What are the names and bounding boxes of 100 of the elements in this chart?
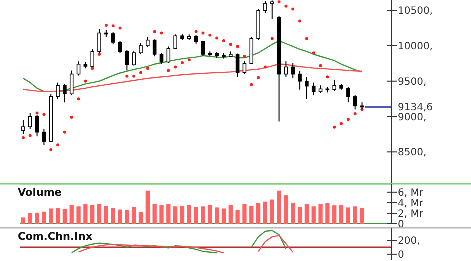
point bbox=[132, 74, 136, 78]
point bbox=[36, 112, 39, 115]
bar bbox=[160, 205, 164, 224]
point bbox=[222, 40, 226, 43]
candlestick bbox=[201, 40, 206, 56]
point bbox=[208, 34, 212, 37]
candlestick bbox=[56, 82, 60, 100]
y-tick-label: 2, Mr bbox=[398, 208, 424, 220]
bar bbox=[284, 196, 288, 224]
y-tick-label: 0 bbox=[398, 250, 404, 261]
y-tick-label: 0 bbox=[398, 220, 404, 230]
bar bbox=[304, 204, 310, 224]
candlestick bbox=[312, 82, 316, 96]
candlestick bbox=[22, 120, 26, 135]
candlestick bbox=[70, 70, 74, 96]
y-tick-label: 200, bbox=[398, 236, 420, 248]
point bbox=[28, 134, 32, 138]
candlestick bbox=[242, 61, 247, 75]
bar bbox=[201, 206, 206, 224]
bar bbox=[125, 210, 130, 224]
bar bbox=[222, 208, 226, 224]
point bbox=[174, 66, 178, 69]
candlestick bbox=[132, 50, 136, 66]
ref-line-label: 9134,6 bbox=[398, 102, 433, 114]
bar bbox=[250, 206, 254, 224]
point bbox=[77, 98, 80, 101]
candlestick bbox=[291, 62, 296, 80]
bar bbox=[346, 208, 351, 224]
bar bbox=[277, 190, 282, 224]
bar bbox=[111, 208, 116, 224]
candlestick bbox=[42, 129, 46, 146]
bar bbox=[28, 213, 32, 224]
candlestick bbox=[76, 61, 81, 76]
bar bbox=[270, 200, 274, 224]
candlestick bbox=[236, 53, 240, 78]
point bbox=[312, 52, 316, 55]
point bbox=[202, 32, 205, 35]
point bbox=[243, 55, 246, 58]
point bbox=[50, 148, 53, 152]
point bbox=[305, 37, 308, 40]
bar bbox=[166, 204, 171, 224]
y-tick-label: 6, Mr bbox=[398, 188, 424, 199]
bar bbox=[49, 208, 54, 224]
bar bbox=[76, 206, 81, 224]
point bbox=[298, 20, 302, 23]
bar bbox=[353, 206, 358, 224]
point bbox=[216, 36, 219, 40]
point bbox=[22, 136, 25, 140]
bar bbox=[194, 207, 198, 224]
bar bbox=[90, 205, 95, 224]
candlestick bbox=[174, 34, 178, 50]
point bbox=[70, 116, 74, 119]
point bbox=[278, 0, 281, 4]
candlestick bbox=[346, 86, 350, 104]
candlestick bbox=[353, 95, 358, 110]
point bbox=[319, 64, 322, 68]
y-tick-label: 9000, bbox=[398, 112, 427, 124]
bar bbox=[104, 206, 109, 224]
candlestick bbox=[146, 37, 150, 48]
point bbox=[98, 52, 102, 56]
bar bbox=[118, 210, 122, 224]
candlestick bbox=[28, 112, 32, 130]
y-tick-label: 8500, bbox=[398, 148, 427, 159]
point bbox=[167, 69, 170, 72]
bar bbox=[84, 204, 88, 224]
point bbox=[270, 37, 274, 40]
point bbox=[340, 122, 344, 126]
point bbox=[140, 71, 143, 74]
bar bbox=[326, 203, 330, 224]
point bbox=[84, 80, 88, 83]
bar bbox=[291, 202, 296, 224]
bar bbox=[242, 204, 247, 224]
bar bbox=[332, 206, 337, 224]
point bbox=[229, 43, 232, 46]
point bbox=[194, 30, 198, 34]
point bbox=[56, 144, 60, 147]
bar bbox=[62, 209, 68, 224]
bar bbox=[97, 204, 102, 224]
bar bbox=[312, 206, 316, 224]
bar bbox=[138, 212, 144, 224]
point bbox=[292, 8, 295, 11]
bar bbox=[228, 205, 233, 224]
point bbox=[91, 67, 94, 70]
point bbox=[160, 32, 164, 35]
point bbox=[250, 83, 254, 86]
bar bbox=[70, 205, 74, 224]
candlestick bbox=[284, 61, 288, 78]
bar bbox=[180, 206, 185, 224]
bar bbox=[208, 205, 212, 224]
point bbox=[104, 24, 108, 27]
bar bbox=[187, 205, 192, 224]
point bbox=[264, 66, 267, 69]
bar bbox=[298, 207, 302, 224]
candlestick bbox=[166, 46, 171, 64]
point bbox=[326, 76, 330, 79]
candlestick bbox=[63, 84, 67, 104]
point bbox=[42, 113, 46, 116]
candlestick bbox=[298, 70, 302, 90]
point bbox=[236, 45, 240, 48]
candlestick bbox=[125, 50, 130, 72]
